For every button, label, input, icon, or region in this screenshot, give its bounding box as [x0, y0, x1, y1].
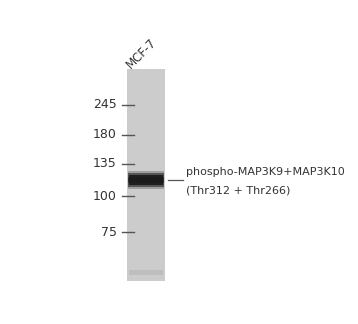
Text: (Thr312 + Thr266): (Thr312 + Thr266) — [186, 185, 291, 195]
Text: 100: 100 — [93, 190, 117, 202]
Bar — [129, 270, 163, 275]
Text: MCF-7: MCF-7 — [124, 35, 159, 71]
Bar — [129, 175, 163, 185]
Bar — [127, 69, 165, 281]
Bar — [127, 171, 164, 180]
Text: phospho-MAP3K9+MAP3K10: phospho-MAP3K9+MAP3K10 — [186, 167, 345, 177]
Text: 245: 245 — [93, 98, 117, 111]
Text: 135: 135 — [93, 157, 117, 170]
Bar — [128, 173, 164, 183]
Bar — [127, 179, 164, 189]
Text: 75: 75 — [101, 226, 117, 239]
Text: 180: 180 — [93, 128, 117, 142]
Bar — [128, 177, 164, 187]
